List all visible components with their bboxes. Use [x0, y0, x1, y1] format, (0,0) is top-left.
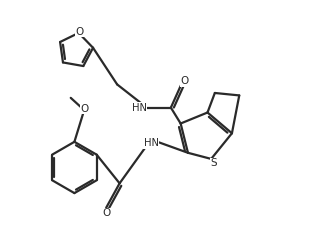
Text: O: O: [180, 76, 188, 86]
Text: O: O: [81, 104, 89, 114]
Text: HN: HN: [144, 138, 159, 148]
Text: O: O: [76, 27, 84, 37]
Text: HN: HN: [132, 103, 147, 113]
Text: O: O: [102, 208, 110, 218]
Text: S: S: [210, 158, 217, 168]
